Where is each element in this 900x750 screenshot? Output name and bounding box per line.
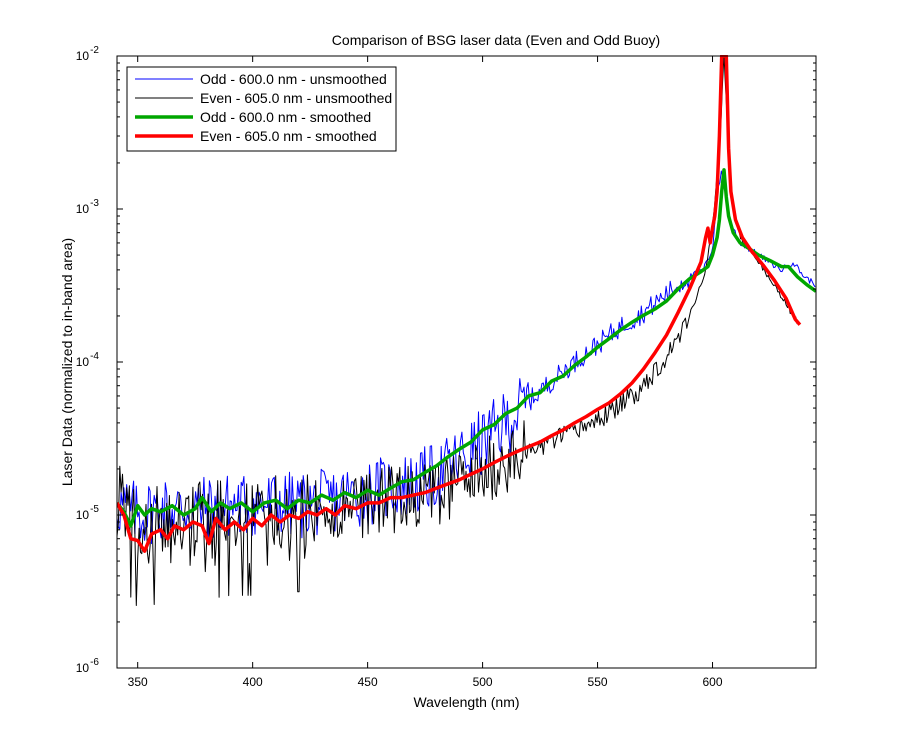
x-axis-label: Wavelength (nm) [413,694,519,710]
chart-title: Comparison of BSG laser data (Even and O… [332,32,660,48]
legend-entry: Odd - 600.0 nm - smoothed [200,109,371,125]
x-tick-label: 400 [243,675,263,689]
legend-entry: Even - 605.0 nm - unsmoothed [200,90,392,106]
legend: Odd - 600.0 nm - unsmoothed Even - 605.0 … [126,66,397,152]
y-axis-label: Laser Data (normalized to in-band area) [59,238,75,486]
x-tick-label: 550 [588,675,608,689]
legend-entry: Even - 605.0 nm - smoothed [200,128,377,144]
x-axis: 350 400 450 500 550 600 [128,56,723,689]
series-line-2 [117,55,798,606]
series-line-4 [117,55,802,553]
series-layer [117,55,816,606]
legend-entry: Odd - 600.0 nm - unsmoothed [200,71,387,87]
x-tick-label: 600 [703,675,723,689]
x-tick-label: 500 [473,675,493,689]
plot-area [117,56,816,668]
x-tick-label: 350 [128,675,148,689]
x-tick-label: 450 [358,675,378,689]
series-line-3 [117,168,816,528]
